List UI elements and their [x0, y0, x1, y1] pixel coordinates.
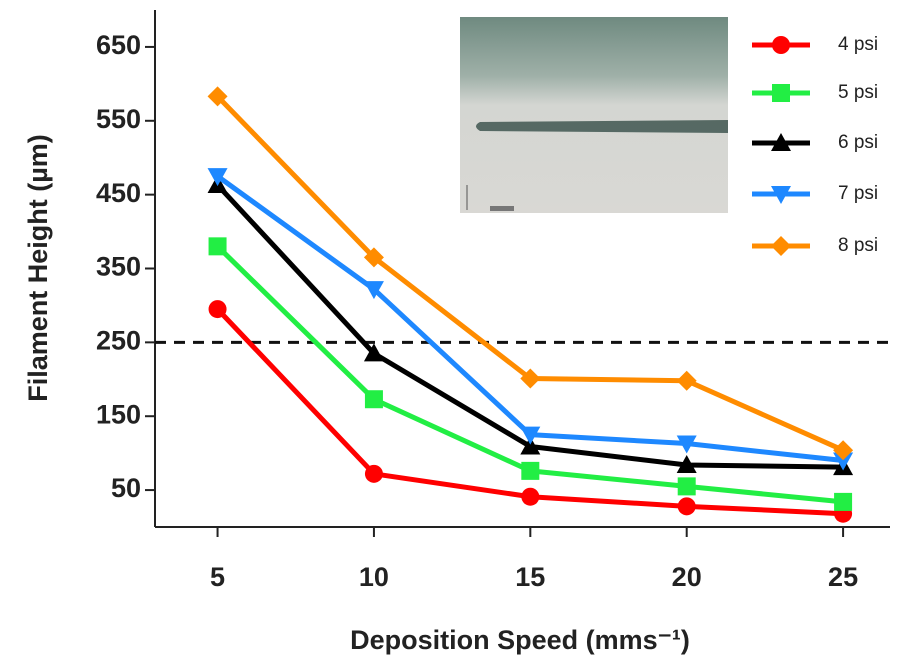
x-axis-label: Deposition Speed (mms⁻¹) — [350, 625, 690, 655]
legend-label: 5 psi — [838, 82, 878, 103]
legend-label: 8 psi — [838, 235, 878, 256]
marker — [208, 300, 227, 319]
x-tick-label: 10 — [359, 562, 389, 592]
marker — [677, 477, 696, 496]
y-tick-label: 650 — [96, 30, 141, 60]
marker — [833, 440, 854, 461]
marker — [521, 487, 540, 506]
marker — [676, 435, 697, 454]
marker — [364, 390, 383, 409]
marker — [364, 464, 383, 483]
marker — [520, 436, 541, 455]
marker — [520, 368, 541, 389]
y-tick-label: 150 — [96, 399, 141, 429]
legend-marker — [772, 36, 790, 54]
legend-marker — [771, 133, 791, 151]
x-tick-label: 5 — [210, 562, 225, 592]
y-tick-label: 350 — [96, 252, 141, 282]
series-line — [216, 174, 844, 464]
y-tick-label: 50 — [111, 473, 141, 503]
y-axis-label: Filament Height (µm) — [23, 134, 53, 402]
series-line — [215, 183, 844, 470]
marker — [207, 86, 228, 107]
legend-marker — [771, 186, 791, 204]
y-tick-label: 450 — [96, 178, 141, 208]
marker — [834, 492, 853, 511]
inset-photo — [460, 17, 728, 213]
x-tick-label: 25 — [828, 562, 858, 592]
marker — [207, 168, 228, 187]
marker — [521, 461, 540, 480]
marker — [833, 452, 854, 471]
legend-marker — [772, 84, 790, 102]
legend-marker — [771, 236, 791, 256]
x-tick-label: 20 — [672, 562, 702, 592]
legend-label: 7 psi — [838, 183, 878, 204]
marker — [363, 281, 384, 300]
marker — [677, 497, 696, 516]
legend-label: 4 psi — [838, 34, 878, 55]
marker — [208, 237, 227, 256]
legend-label: 6 psi — [838, 132, 878, 153]
x-tick-label: 15 — [515, 562, 545, 592]
y-tick-label: 250 — [96, 325, 141, 355]
marker — [363, 343, 384, 362]
marker — [520, 426, 541, 445]
marker — [676, 370, 697, 391]
marker — [676, 454, 697, 473]
y-tick-label: 550 — [96, 104, 141, 134]
marker — [363, 247, 384, 268]
